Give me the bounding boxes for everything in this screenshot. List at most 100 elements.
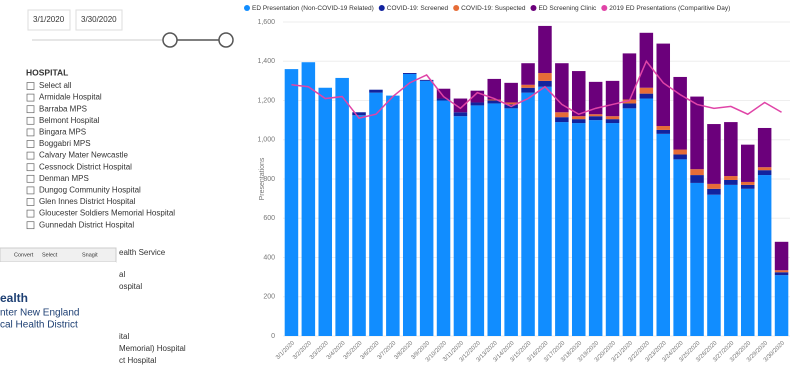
date-input[interactable] [75,9,123,31]
bar-segment [504,82,518,103]
bar-segment [521,84,535,88]
checkbox[interactable] [26,93,35,102]
y-tick-label: 200 [263,294,275,301]
checkbox[interactable] [26,151,35,160]
checkbox[interactable] [26,198,35,206]
checkbox[interactable] [26,163,35,172]
filter-panel: 3/1/2020 3/30/2020 HOSPITAL Select all Ar… [26,9,234,230]
y-tick-label: 0 [271,333,275,340]
toolbar-item[interactable]: Select [42,252,58,258]
slider-handle[interactable] [162,32,178,48]
bar-segment [774,270,789,273]
slider-handle[interactable] [218,32,234,48]
legend-marker [244,5,250,11]
bar-segment [707,183,721,189]
checkbox[interactable] [26,209,35,218]
date-input[interactable] [27,9,71,31]
bar-segment [470,90,485,103]
bar-segment [639,98,654,336]
legend-marker [601,5,608,11]
bar-segment [521,87,535,93]
legend-entry: ED Presentation (Non-COVID-19 Related) [252,5,374,12]
bar-segment [757,170,772,176]
y-tick-label: 1,000 [257,137,275,144]
bar-segment [538,73,552,81]
slicer-item: Dungog Community Hospital [39,186,141,195]
checkbox[interactable] [26,186,35,195]
bar-segment [352,115,366,336]
bar-segment [487,78,502,100]
slicer-title: HOSPITAL [26,67,68,77]
bar-segment [605,119,620,124]
checkbox[interactable] [26,105,35,114]
bar-segment [521,63,535,85]
slicer-item: Gunnedah District Hospital [39,220,134,229]
y-tick-label: 1,600 [257,19,275,26]
slicer-item: Belmont Hospital [39,116,100,125]
bar-segment [673,149,687,155]
bar-segment [571,123,586,336]
bar-segment [504,102,518,105]
bar-segment [724,184,738,336]
bar-segment [301,62,316,336]
bar-segment [690,182,704,336]
bar-segment [402,74,417,336]
checkbox[interactable] [26,82,35,90]
slicer-item: Select all [39,81,72,90]
bar-segment [724,179,738,185]
bar-segment [690,175,704,183]
bar-segment [571,116,586,120]
fragment: Memorial) Hospital [119,344,186,353]
bar-segment [656,43,671,127]
fragment: ealth Service [119,248,166,257]
bar-segment [369,89,383,93]
bar-segment [605,80,620,117]
bar-segment [453,116,468,336]
slicer-item: Armidale Hospital [39,93,102,102]
checkbox[interactable] [26,174,35,183]
checkbox[interactable] [26,140,35,148]
legend-marker [378,5,385,11]
date-end: 3/30/2020 [81,15,117,24]
bar-segment [724,122,738,177]
legend-entry: COVID-19: Screened [387,5,449,12]
bar-segment [707,188,721,195]
bar-segment [571,71,586,117]
bar-segment [436,100,451,336]
y-tick-label: 1,200 [257,97,275,104]
bar-segment [521,92,535,337]
checkbox[interactable] [26,221,35,230]
bar-segment [386,95,400,336]
bar-segment [453,112,468,117]
slicer-item: Barraba MPS [39,104,87,113]
legend-entry: COVID-19: Suspected [461,5,526,12]
chart: 0 200 400 600 800 1,000 1,200 1,400 1,600 Present… [244,5,790,363]
bar-segment [656,133,671,336]
bar-segment [571,119,586,124]
bar-segment [538,25,552,74]
bar-segment [740,188,755,336]
y-tick-label: 600 [263,215,275,222]
slicer-item: Glen Innes District Hospital [39,197,136,206]
toolbar-item[interactable]: Snagit [82,252,98,258]
bar-segment [757,127,772,168]
bar-segment [774,275,789,336]
y-tick-label: 400 [263,254,275,261]
toolbar-item[interactable]: Convert [14,252,34,258]
slicer-item: Boggabri MPS [39,139,91,148]
logo-panel [0,262,116,342]
bar-segment [436,88,451,99]
legend-entry: 2019 ED Presentations (Comparitive Day) [609,5,730,12]
bar-segment [487,103,502,336]
checkbox[interactable] [26,128,35,137]
bar-segment [470,102,485,106]
checkbox[interactable] [26,116,35,125]
fragment: ospital [119,282,142,291]
logo-text: ealth [0,291,28,305]
bar-segment [622,99,637,104]
legend-marker [453,5,460,11]
bar-segment [555,117,569,123]
logo-text: cal Health District [0,320,78,331]
bar-segment [622,108,637,336]
